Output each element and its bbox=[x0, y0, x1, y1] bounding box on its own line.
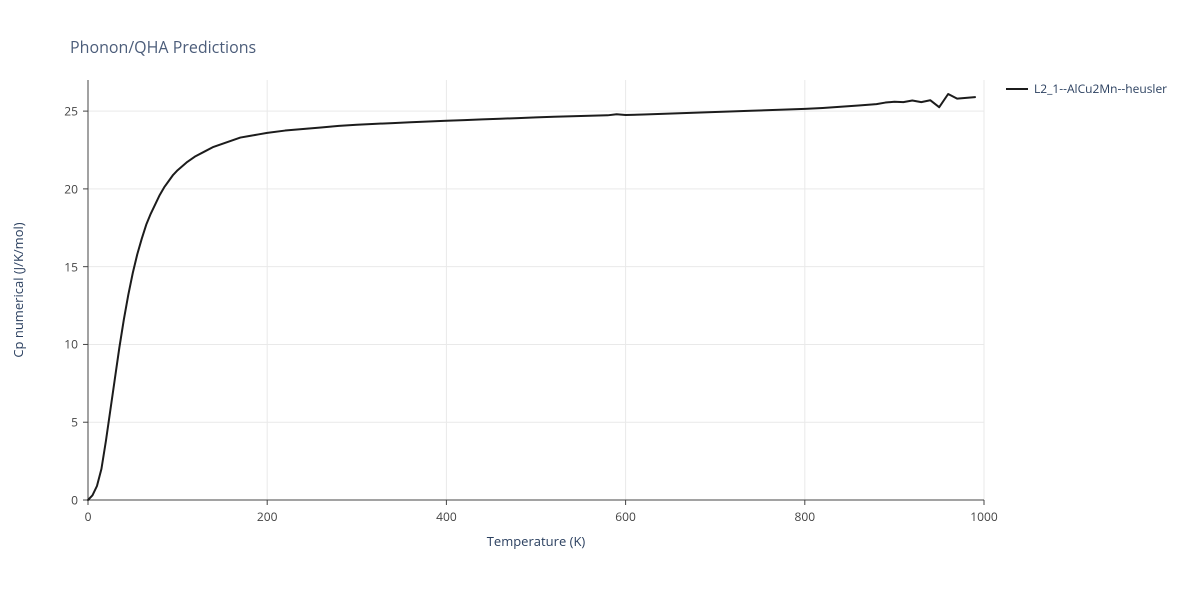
chart-container: Phonon/QHA Predictions 02004006008001000… bbox=[0, 0, 1200, 600]
x-tick-label: 1000 bbox=[970, 508, 997, 525]
chart-plot-area bbox=[78, 70, 994, 510]
legend-label: L2_1--AlCu2Mn--heusler bbox=[1034, 80, 1167, 97]
x-axis-label: Temperature (K) bbox=[88, 532, 984, 550]
y-tick-label: 10 bbox=[64, 336, 78, 353]
x-tick-label: 800 bbox=[795, 508, 816, 525]
y-tick-label: 5 bbox=[71, 414, 78, 431]
y-tick-label: 25 bbox=[64, 103, 78, 120]
chart-title: Phonon/QHA Predictions bbox=[70, 36, 256, 58]
x-tick-label: 400 bbox=[436, 508, 457, 525]
x-tick-label: 600 bbox=[615, 508, 636, 525]
x-tick-label: 0 bbox=[85, 508, 92, 525]
chart-legend: L2_1--AlCu2Mn--heusler bbox=[1006, 80, 1167, 97]
y-tick-label: 15 bbox=[64, 258, 78, 275]
y-tick-label: 0 bbox=[71, 492, 78, 509]
x-tick-label: 200 bbox=[257, 508, 278, 525]
legend-swatch bbox=[1006, 88, 1028, 90]
y-axis-label: Cp numerical (J/K/mol) bbox=[9, 80, 27, 500]
y-tick-label: 20 bbox=[64, 180, 78, 197]
legend-item[interactable]: L2_1--AlCu2Mn--heusler bbox=[1006, 80, 1167, 97]
